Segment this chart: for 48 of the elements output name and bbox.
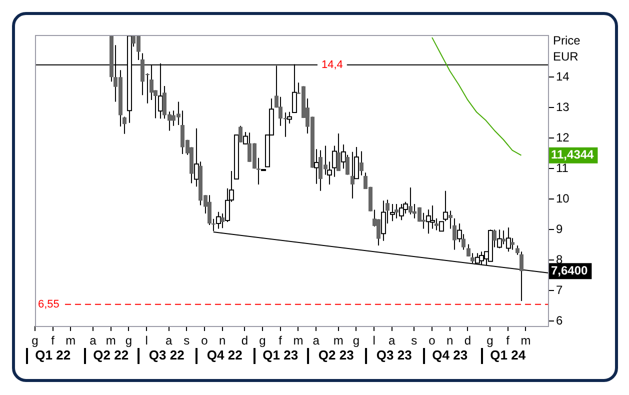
x-tick-label: l <box>145 334 148 348</box>
x-tick-label: g <box>352 334 360 348</box>
y-tick-label: 9 <box>556 222 563 236</box>
x-tick-label: o <box>201 334 208 348</box>
y-tick-label: 13 <box>556 100 570 114</box>
x-tick-label: s <box>184 334 190 348</box>
x-tick-label: f <box>278 334 283 348</box>
text: Q1 23 <box>262 348 298 363</box>
x-tick-label: m <box>520 334 531 348</box>
y-tick-label: 12 <box>556 130 570 144</box>
text: Q4 23 <box>432 348 468 363</box>
y-tick-label: 10 <box>556 191 570 206</box>
x-tick-label: a <box>165 334 172 348</box>
y-tick-label: 6 <box>556 313 563 328</box>
text: Q2 23 <box>318 348 354 363</box>
x-tick-label: m <box>333 334 344 348</box>
x-tick-label: m <box>66 334 76 348</box>
text: Q1 24 <box>490 348 526 363</box>
y-tick-label: 14 <box>556 69 570 84</box>
x-tick-label: g <box>32 334 38 348</box>
y-tick-label: 7 <box>556 282 563 297</box>
x-tick-label: d <box>241 334 248 348</box>
x-tick-label: f <box>51 334 56 348</box>
x-tick-label: g <box>125 334 132 348</box>
x-tick-label: g <box>259 334 266 348</box>
text: Q3 22 <box>148 348 184 363</box>
x-tick-label: d <box>464 334 472 348</box>
y-tick-label: 11 <box>556 160 569 175</box>
x-tick-label: s <box>411 334 418 348</box>
x-tick-label: a <box>388 334 396 348</box>
x-tick-label: a <box>90 334 97 348</box>
x-tick-label: o <box>428 334 436 348</box>
ref-line-label: 14,4 <box>322 58 343 71</box>
x-tick-label: f <box>506 334 510 348</box>
x-tick-label: m <box>293 334 304 348</box>
x-tick-label: n <box>446 334 454 348</box>
x-tick-label: n <box>219 334 226 348</box>
text: Q1 22 <box>35 348 71 363</box>
text: Q2 22 <box>93 348 129 363</box>
y-axis-title: Price EUR <box>553 33 581 64</box>
x-tick-label: l <box>372 334 376 348</box>
text: Q3 23 <box>376 348 412 363</box>
x-tick-label: m <box>106 334 116 348</box>
ref-line-label: 6,55 <box>38 298 60 310</box>
x-tick-label: a <box>312 334 320 348</box>
text: 11,4344 <box>551 148 594 162</box>
text: Q4 22 <box>206 348 242 363</box>
x-tick-label: g <box>486 334 494 348</box>
